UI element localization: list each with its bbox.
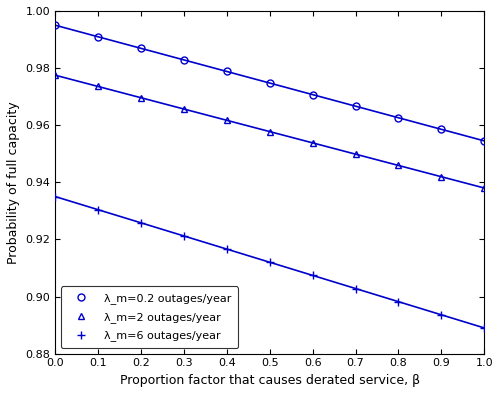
λ_m=0.2 outages/year	[138, 46, 144, 51]
λ_m=6 outages/year	[95, 207, 101, 212]
Legend: λ_m=0.2 outages/year, λ_m=2 outages/year, λ_m=6 outages/year: λ_m=0.2 outages/year, λ_m=2 outages/year…	[61, 286, 238, 348]
λ_m=0.2 outages/year	[352, 104, 358, 109]
λ_m=0.2 outages/year	[224, 69, 230, 74]
λ_m=6 outages/year	[438, 312, 444, 317]
λ_m=0.2 outages/year	[396, 115, 402, 120]
Line: λ_m=2 outages/year: λ_m=2 outages/year	[52, 72, 488, 191]
λ_m=6 outages/year	[310, 273, 316, 278]
λ_m=0.2 outages/year	[95, 34, 101, 39]
λ_m=2 outages/year	[352, 152, 358, 156]
λ_m=6 outages/year	[52, 194, 58, 199]
λ_m=2 outages/year	[266, 129, 272, 134]
λ_m=6 outages/year	[181, 234, 187, 238]
λ_m=2 outages/year	[138, 95, 144, 100]
λ_m=0.2 outages/year	[52, 23, 58, 28]
λ_m=0.2 outages/year	[481, 139, 487, 143]
Line: λ_m=6 outages/year: λ_m=6 outages/year	[51, 192, 488, 332]
λ_m=2 outages/year	[181, 107, 187, 112]
λ_m=2 outages/year	[95, 84, 101, 89]
λ_m=6 outages/year	[138, 221, 144, 225]
λ_m=2 outages/year	[438, 175, 444, 179]
X-axis label: Proportion factor that causes derated service, β: Proportion factor that causes derated se…	[120, 374, 420, 387]
λ_m=0.2 outages/year	[438, 127, 444, 132]
λ_m=2 outages/year	[310, 141, 316, 145]
λ_m=6 outages/year	[266, 260, 272, 265]
Line: λ_m=0.2 outages/year: λ_m=0.2 outages/year	[52, 22, 488, 144]
λ_m=2 outages/year	[481, 186, 487, 190]
Y-axis label: Probability of full capacity: Probability of full capacity	[7, 101, 20, 264]
λ_m=2 outages/year	[224, 118, 230, 123]
λ_m=2 outages/year	[396, 163, 402, 168]
λ_m=2 outages/year	[52, 73, 58, 78]
λ_m=6 outages/year	[481, 325, 487, 330]
λ_m=6 outages/year	[396, 299, 402, 304]
λ_m=6 outages/year	[224, 247, 230, 251]
λ_m=6 outages/year	[352, 286, 358, 291]
λ_m=0.2 outages/year	[181, 58, 187, 62]
λ_m=0.2 outages/year	[266, 81, 272, 85]
λ_m=0.2 outages/year	[310, 92, 316, 97]
